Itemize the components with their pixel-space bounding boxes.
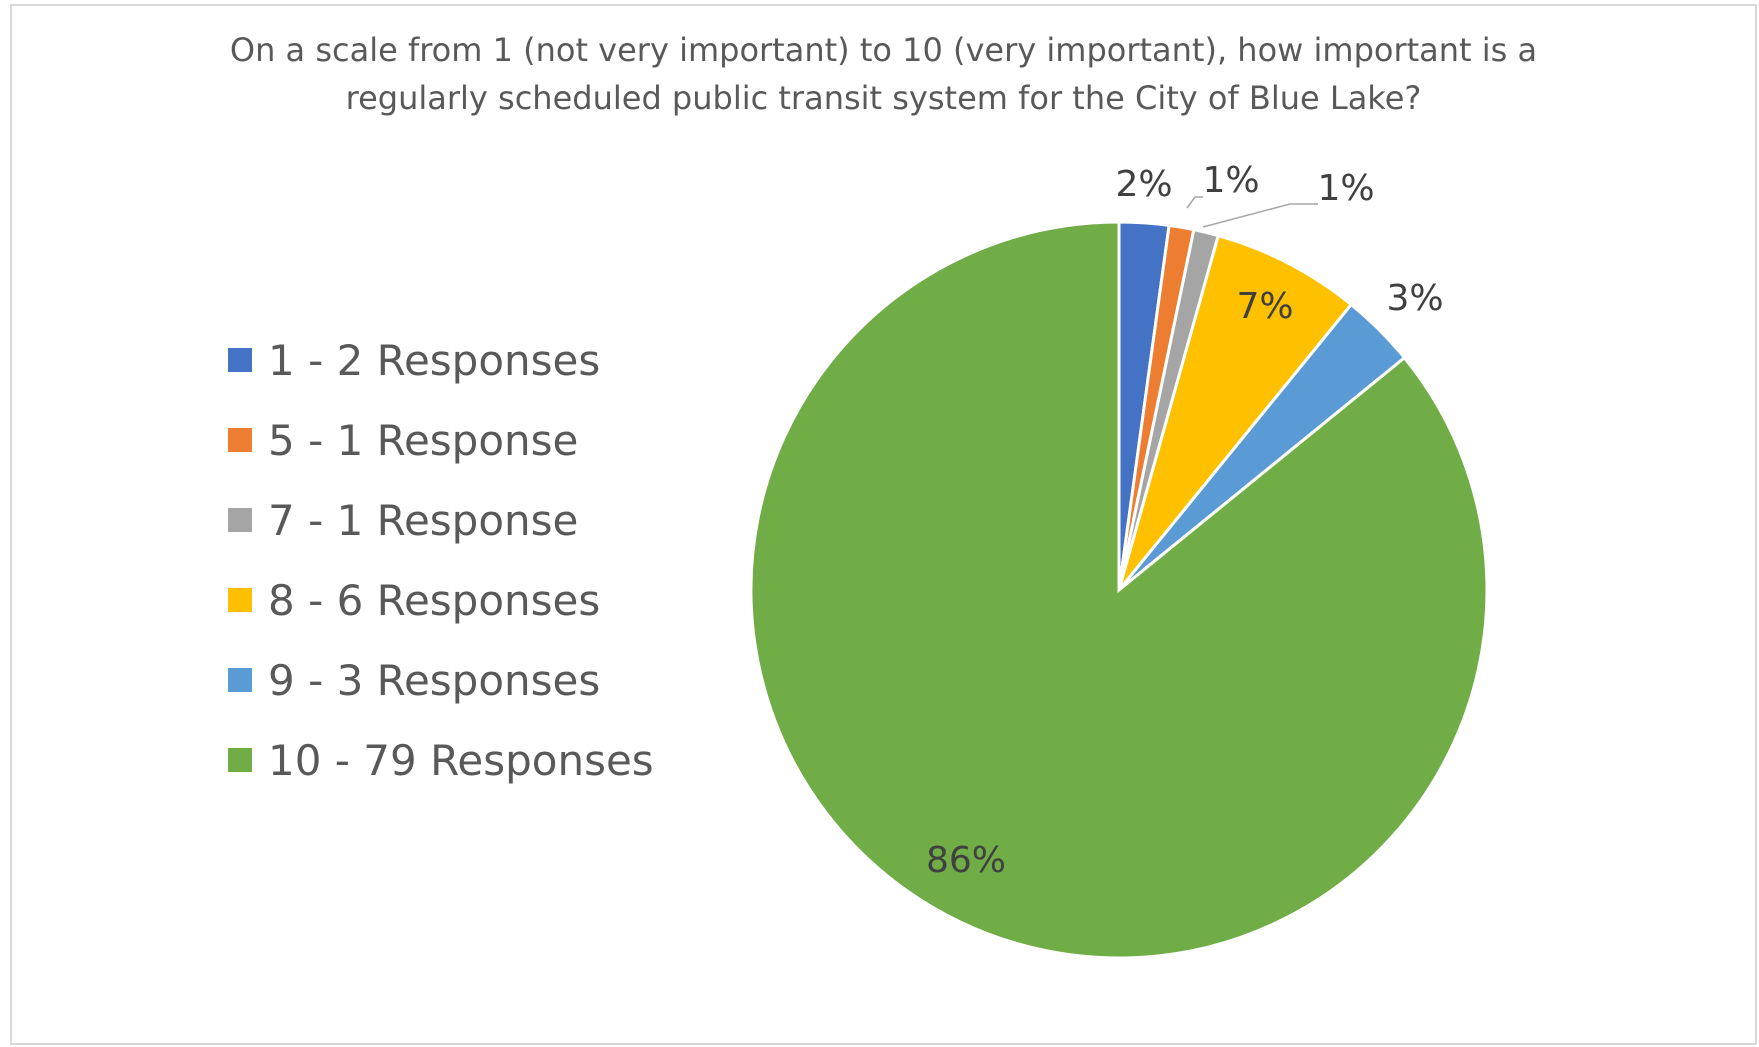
legend-swatch-5-1 (228, 428, 252, 452)
leader-line-5-1 (1186, 196, 1203, 209)
legend-item-8-6: 8 - 6 Responses (228, 560, 654, 640)
legend-item-7-1: 7 - 1 Response (228, 480, 654, 560)
data-label-8-6: 7% (1236, 286, 1293, 327)
legend-label-10-79: 10 - 79 Responses (268, 735, 654, 785)
legend-label-7-1: 7 - 1 Response (268, 495, 579, 545)
leader-line-7-1 (1202, 203, 1318, 228)
legend-label-9-3: 9 - 3 Responses (268, 655, 601, 705)
pie-slice-10-79 (749, 220, 1489, 960)
data-label-7-1: 1% (1317, 168, 1374, 209)
legend-swatch-7-1 (228, 508, 252, 532)
legend-swatch-10-79 (228, 748, 252, 772)
data-label-9-3: 3% (1386, 278, 1443, 319)
legend-label-1-2: 1 - 2 Responses (268, 335, 601, 385)
chart-title-line-2: regularly scheduled public transit syste… (345, 79, 1422, 117)
legend-item-10-79: 10 - 79 Responses (228, 720, 654, 800)
pie-slice-8-6 (1117, 233, 1354, 591)
legend-swatch-1-2 (228, 348, 252, 372)
legend-item-5-1: 5 - 1 Response (228, 400, 654, 480)
legend-item-9-3: 9 - 3 Responses (228, 640, 654, 720)
chart-title: On a scale from 1 (not very important) t… (10, 26, 1757, 122)
data-label-10-79: 86% (926, 840, 1006, 881)
legend-label-5-1: 5 - 1 Response (268, 415, 579, 465)
legend-swatch-8-6 (228, 588, 252, 612)
legend-label-8-6: 8 - 6 Responses (268, 575, 601, 625)
legend-item-1-2: 1 - 2 Responses (228, 320, 654, 400)
chart-legend: 1 - 2 Responses 5 - 1 Response 7 - 1 Res… (228, 320, 654, 800)
legend-swatch-9-3 (228, 668, 252, 692)
chart-title-line-1: On a scale from 1 (not very important) t… (229, 31, 1538, 69)
data-label-1-2: 2% (1115, 164, 1172, 205)
data-label-5-1: 1% (1202, 160, 1259, 201)
